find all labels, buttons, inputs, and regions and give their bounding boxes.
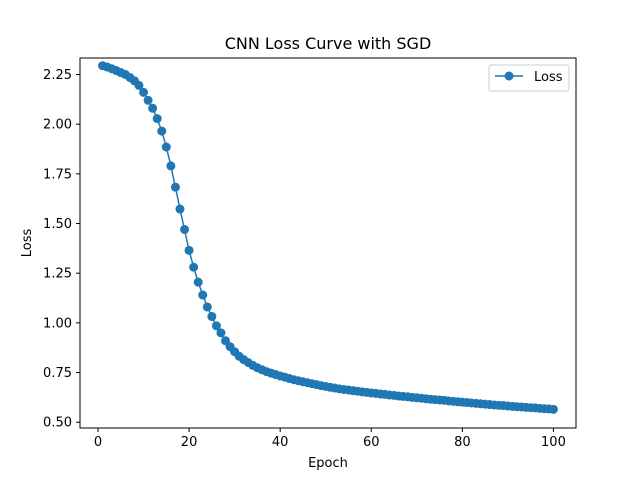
loss-data-point <box>211 321 221 331</box>
y-tick-label: 2.25 <box>43 68 72 83</box>
loss-data-point <box>157 126 167 136</box>
legend: Loss <box>488 64 570 92</box>
legend-marker <box>504 71 514 81</box>
plot-area <box>80 58 576 428</box>
loss-data-point <box>143 95 153 105</box>
y-tick-label: 0.50 <box>43 416 72 431</box>
plot-frame <box>79 57 577 429</box>
y-tick-label: 1.25 <box>43 267 72 282</box>
loss-data-point <box>170 182 180 192</box>
loss-data-point <box>189 262 199 272</box>
y-axis-ticks: 0.50 0.75 1.00 1.25 1.50 1.75 2.00 2.25 <box>43 68 80 431</box>
y-tick-label: 1.50 <box>43 217 72 232</box>
y-axis-label: Loss <box>20 229 35 258</box>
y-tick-label: 1.00 <box>43 316 72 331</box>
x-axis-ticks: 0 20 40 60 80 100 <box>94 428 566 450</box>
loss-data-point <box>152 114 162 124</box>
y-tick-label: 1.75 <box>43 167 72 182</box>
x-tick-label: 80 <box>454 435 471 450</box>
x-tick-label: 0 <box>94 435 102 450</box>
loss-data-point <box>216 328 226 338</box>
loss-data-point <box>134 80 144 90</box>
x-tick-label: 40 <box>272 435 289 450</box>
x-tick-label: 100 <box>541 435 566 450</box>
x-tick-label: 60 <box>363 435 380 450</box>
loss-data-point <box>148 103 158 113</box>
loss-data-point <box>180 224 190 234</box>
loss-data-point <box>193 277 203 287</box>
loss-data-point <box>202 302 212 312</box>
y-tick-label: 2.00 <box>43 118 72 133</box>
loss-data-point <box>139 87 149 97</box>
x-tick-label: 20 <box>181 435 198 450</box>
loss-data-point <box>198 290 208 300</box>
x-axis-label: Epoch <box>308 456 348 471</box>
series-layer <box>98 61 558 414</box>
loss-data-point <box>166 161 176 171</box>
legend-label: Loss <box>534 70 563 85</box>
y-tick-label: 0.75 <box>43 366 72 381</box>
loss-data-point <box>175 204 185 214</box>
loss-data-point <box>161 142 171 152</box>
chart-title: CNN Loss Curve with SGD <box>225 34 432 53</box>
loss-data-point <box>207 312 217 322</box>
loss-data-point <box>184 245 194 255</box>
loss-data-point <box>548 404 558 414</box>
